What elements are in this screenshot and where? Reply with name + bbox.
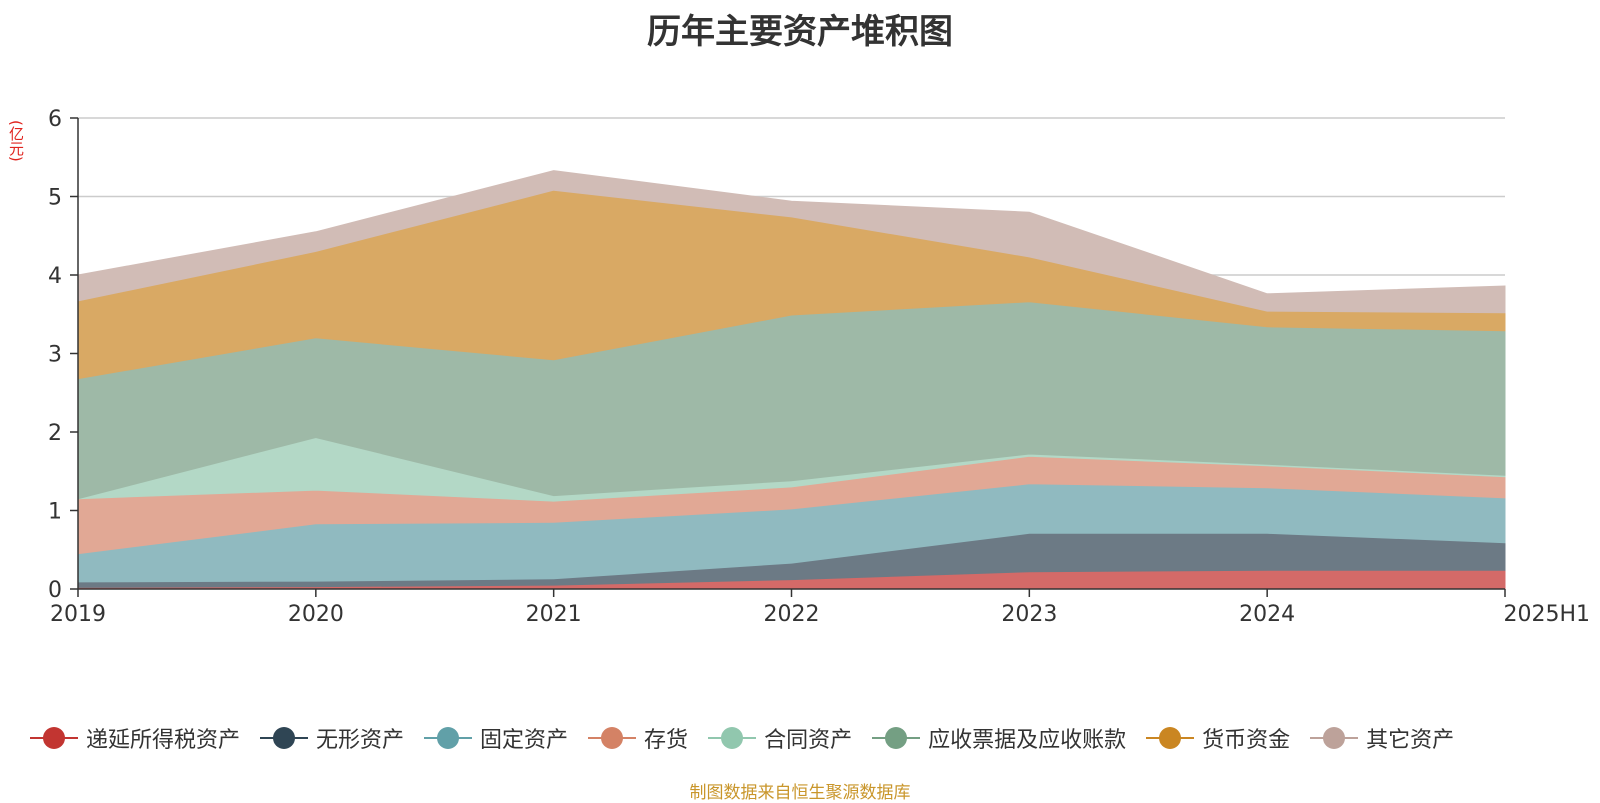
legend-item[interactable]: 固定资产 [424,722,568,754]
legend-item[interactable]: 应收票据及应收账款 [872,722,1126,754]
area-series-7 [77,170,1506,314]
legend-swatch-icon [872,726,921,750]
x-tick-label: 2024 [1239,602,1295,627]
area-series-group [77,170,1506,590]
x-tick-label: 2022 [764,602,820,627]
legend-label: 递延所得税资产 [86,728,241,753]
legend-item[interactable]: 无形资产 [260,722,404,754]
y-tick-label: 1 [48,500,62,525]
legend-swatch-icon [708,726,757,750]
y-tick-label: 6 [48,107,62,132]
legend-label: 无形资产 [316,728,405,753]
y-tick-label: 3 [48,343,62,368]
chart-title: 历年主要资产堆积图 [647,12,953,52]
x-tick-label: 2020 [288,602,344,627]
x-tick-label: 2025H1 [1503,602,1590,627]
legend-swatch-icon [260,726,309,750]
x-tick-label: 2023 [1001,602,1057,627]
legend-swatch-icon [1146,726,1195,750]
legend-label: 合同资产 [764,728,853,753]
legend-label: 固定资产 [480,728,569,753]
y-tick-label: 2 [48,421,62,446]
data-source-note: 制图数据来自恒生聚源数据库 [689,783,911,803]
legend-item[interactable]: 合同资产 [708,722,852,754]
x-tick-label: 2021 [526,602,582,627]
y-tick-label: 4 [48,264,62,289]
legend-item[interactable]: 货币资金 [1146,722,1290,754]
legend-swatch-icon [424,726,473,750]
x-tick-labels: 2019 2020 2021 2022 2023 2024 2025H1 [50,602,1590,627]
legend-label: 货币资金 [1202,728,1291,753]
legend: 递延所得税资产 无形资产 固定资产 存货 合同资产 应收票据及应收账款 货币资金 其它资产 [30,718,1590,758]
legend-label: 存货 [644,728,689,753]
stacked-area-chart: 0 1 2 3 4 5 6 2019 2020 2021 2022 2023 2024 2025H1 [48,107,1590,627]
legend-swatch-icon [30,726,78,750]
legend-label: 其它资产 [1366,728,1455,753]
legend-item[interactable]: 存货 [588,722,688,754]
legend-item[interactable]: 其它资产 [1310,722,1454,754]
y-tick-label: 5 [48,186,62,211]
legend-swatch-icon [1310,726,1359,750]
legend-label: 应收票据及应收账款 [928,728,1127,753]
legend-item[interactable]: 递延所得税资产 [30,722,240,754]
x-tick-label: 2019 [50,602,106,627]
legend-swatch-icon [588,726,637,750]
y-tick-label: 0 [48,578,62,603]
axes [70,117,1506,597]
y-tick-labels: 0 1 2 3 4 5 6 [48,107,62,603]
y-axis-unit-label: (亿元) [7,120,25,162]
